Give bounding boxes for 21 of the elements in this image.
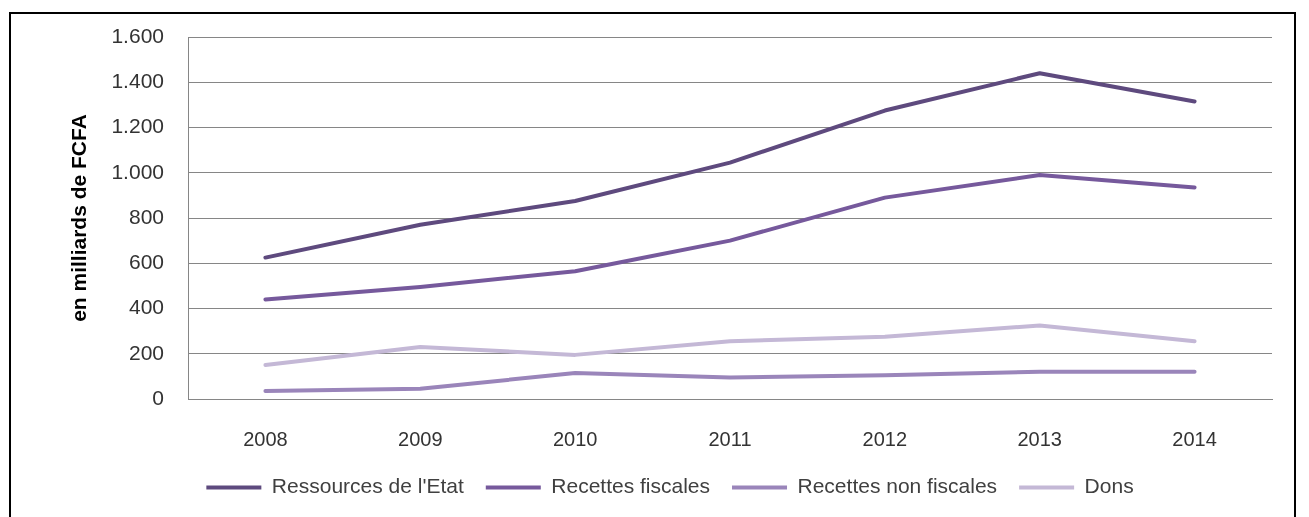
y-tick-label: 1.000: [111, 159, 164, 183]
y-tick-label: 0: [152, 385, 164, 409]
x-tick-label: 2014: [1172, 427, 1217, 450]
legend-label: Recettes fiscales: [551, 474, 711, 498]
y-tick-label: 800: [128, 204, 164, 228]
x-tick-label: 2013: [1017, 427, 1062, 450]
legend-label: Ressources de l'Etat: [271, 474, 464, 498]
x-tick-label: 2010: [552, 427, 598, 450]
x-tick-label: 2008: [243, 427, 288, 450]
y-tick-label: 400: [128, 295, 164, 319]
x-tick-label: 2009: [398, 427, 443, 450]
y-axis-title: en milliards de FCFA: [67, 114, 91, 322]
x-tick-label: 2011: [708, 427, 752, 450]
y-tick-label: 1.400: [111, 69, 164, 93]
y-tick-label: 1.600: [111, 23, 164, 47]
y-tick-label: 600: [128, 250, 164, 274]
y-tick-label: 1.200: [111, 114, 164, 138]
legend-label: Recettes non fiscales: [797, 474, 998, 498]
y-tick-label: 200: [128, 340, 164, 364]
x-tick-label: 2012: [862, 427, 908, 450]
legend-label: Dons: [1084, 474, 1134, 498]
